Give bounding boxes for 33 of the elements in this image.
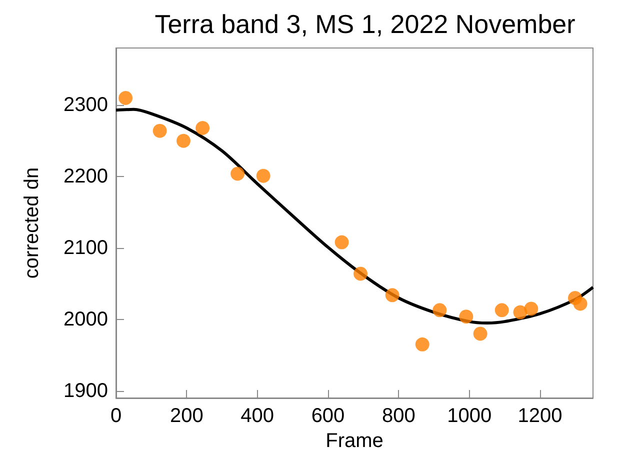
point <box>256 168 270 183</box>
x-tick-label: 800 <box>382 405 416 427</box>
point <box>524 302 538 316</box>
point <box>513 305 528 320</box>
y-tick-label: 2300 <box>64 94 108 116</box>
x-tick-label: 400 <box>240 405 274 427</box>
point <box>354 266 368 281</box>
x-tick-label: 0 <box>110 405 122 427</box>
chart-title: Terra band 3, MS 1, 2022 November <box>154 9 576 39</box>
point <box>473 326 488 341</box>
y-tick-label: 1900 <box>64 380 108 402</box>
y-tick-label: 2100 <box>64 237 108 259</box>
point <box>230 166 245 181</box>
point <box>196 121 210 135</box>
point <box>573 296 588 311</box>
point <box>152 124 167 138</box>
x-axis-title: Frame <box>326 430 384 452</box>
x-tick-label: 1000 <box>447 405 492 427</box>
point <box>118 91 133 105</box>
point <box>415 337 430 352</box>
y-tick-label: 2200 <box>64 166 108 188</box>
line-series <box>114 108 594 324</box>
point <box>459 310 474 324</box>
point <box>494 303 509 318</box>
point <box>334 235 349 250</box>
point <box>176 134 190 148</box>
x-tick-label: 200 <box>170 405 204 427</box>
x-tick-label: 600 <box>311 405 345 427</box>
point <box>432 303 447 318</box>
x-tick-label: 1200 <box>518 405 562 427</box>
y-axis-title: corrected dn <box>21 167 43 279</box>
point <box>385 288 400 302</box>
y-tick-label: 2000 <box>64 308 108 330</box>
